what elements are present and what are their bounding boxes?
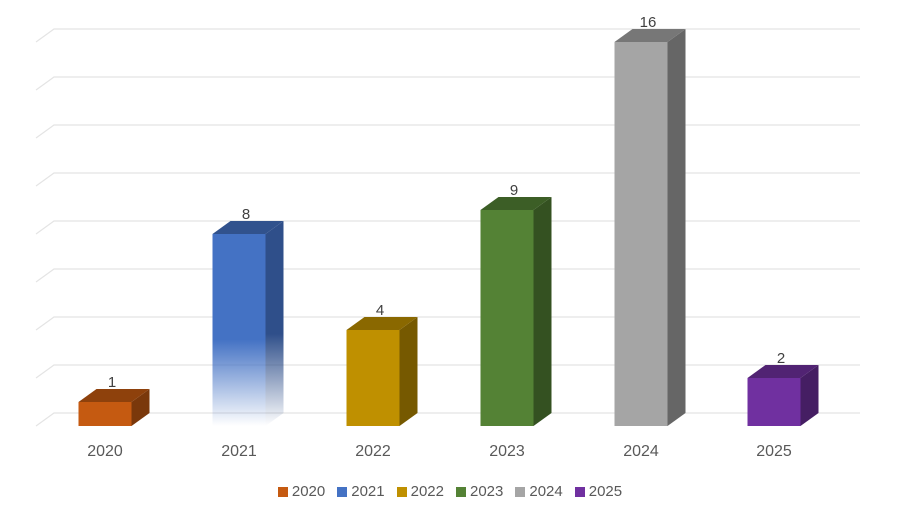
bar-front — [346, 330, 400, 426]
bar-side — [131, 389, 150, 426]
legend-label: 2023 — [470, 483, 504, 500]
tick-label-2024: 2024 — [623, 443, 659, 460]
legend-swatch — [277, 486, 288, 497]
legend-item-2024: 2024 — [515, 483, 563, 500]
legend-swatch — [396, 486, 407, 497]
legend-label: 2021 — [351, 483, 385, 500]
bar-side — [533, 197, 552, 426]
bar-front — [747, 378, 801, 426]
bar-top — [480, 197, 552, 210]
legend-item-2021: 2021 — [337, 483, 385, 500]
legend-swatch — [456, 486, 466, 497]
bar-front — [78, 402, 132, 426]
bar-side — [265, 221, 284, 426]
data-label-2025: 2 — [777, 350, 785, 367]
legend-swatch — [574, 486, 585, 497]
bar-chart: 1 8 4 9 16 2 2020 2021 2022 2023 2024 2025 — [35, 14, 860, 460]
gridlines — [35, 28, 860, 427]
legend-label: 2025 — [588, 483, 623, 500]
bar-top — [614, 29, 686, 42]
gridline — [35, 172, 860, 187]
gridline — [35, 124, 860, 139]
bar-top — [78, 389, 150, 402]
bar-2024 — [614, 29, 686, 426]
tick-label-2021: 2021 — [221, 443, 257, 460]
bar-front — [212, 234, 266, 426]
bar-side — [399, 317, 418, 426]
bar-top — [212, 221, 284, 234]
data-labels: 1 8 4 9 16 2 — [108, 14, 785, 391]
tick-label-2022: 2022 — [355, 443, 391, 460]
legend-item-2022: 2022 — [396, 483, 444, 500]
gridline — [35, 28, 860, 43]
data-label-2020: 1 — [108, 374, 116, 391]
bar-front — [480, 210, 534, 426]
legend-label: 2022 — [410, 483, 444, 500]
legend-item-2020: 2020 — [277, 483, 326, 500]
bar-2025 — [747, 365, 819, 426]
gridline — [35, 268, 860, 283]
gridline — [35, 316, 860, 331]
data-label-2024: 16 — [640, 14, 657, 31]
legend-label: 2020 — [291, 483, 326, 500]
tick-label-2020: 2020 — [87, 443, 123, 460]
gridline — [35, 412, 860, 427]
legend: 2020 2021 2022 2023 2024 2025 — [0, 483, 900, 500]
legend-label: 2024 — [529, 483, 563, 500]
bar-top — [747, 365, 819, 378]
bar-2022 — [346, 317, 418, 426]
tick-label-2023: 2023 — [489, 443, 525, 460]
gridline — [35, 220, 860, 235]
bar-side — [800, 365, 819, 426]
legend-item-2023: 2023 — [456, 483, 503, 500]
tick-label-2025: 2025 — [756, 443, 792, 460]
bar-front — [614, 42, 668, 426]
legend-item-2025: 2025 — [574, 483, 623, 500]
data-label-2022: 4 — [376, 302, 384, 319]
data-label-2023: 9 — [510, 182, 518, 199]
bars — [78, 29, 819, 426]
gridline — [35, 76, 860, 91]
data-label-2021: 8 — [242, 206, 250, 223]
legend-swatch — [515, 486, 526, 497]
gridline — [35, 364, 860, 379]
x-axis-ticks: 2020 2021 2022 2023 2024 2025 — [87, 443, 792, 460]
bar-2021 — [212, 221, 284, 426]
bar-2023 — [480, 197, 552, 426]
bar-top — [346, 317, 418, 330]
bar-2020 — [78, 389, 150, 426]
bar-side — [667, 29, 686, 426]
legend-swatch — [337, 486, 348, 497]
